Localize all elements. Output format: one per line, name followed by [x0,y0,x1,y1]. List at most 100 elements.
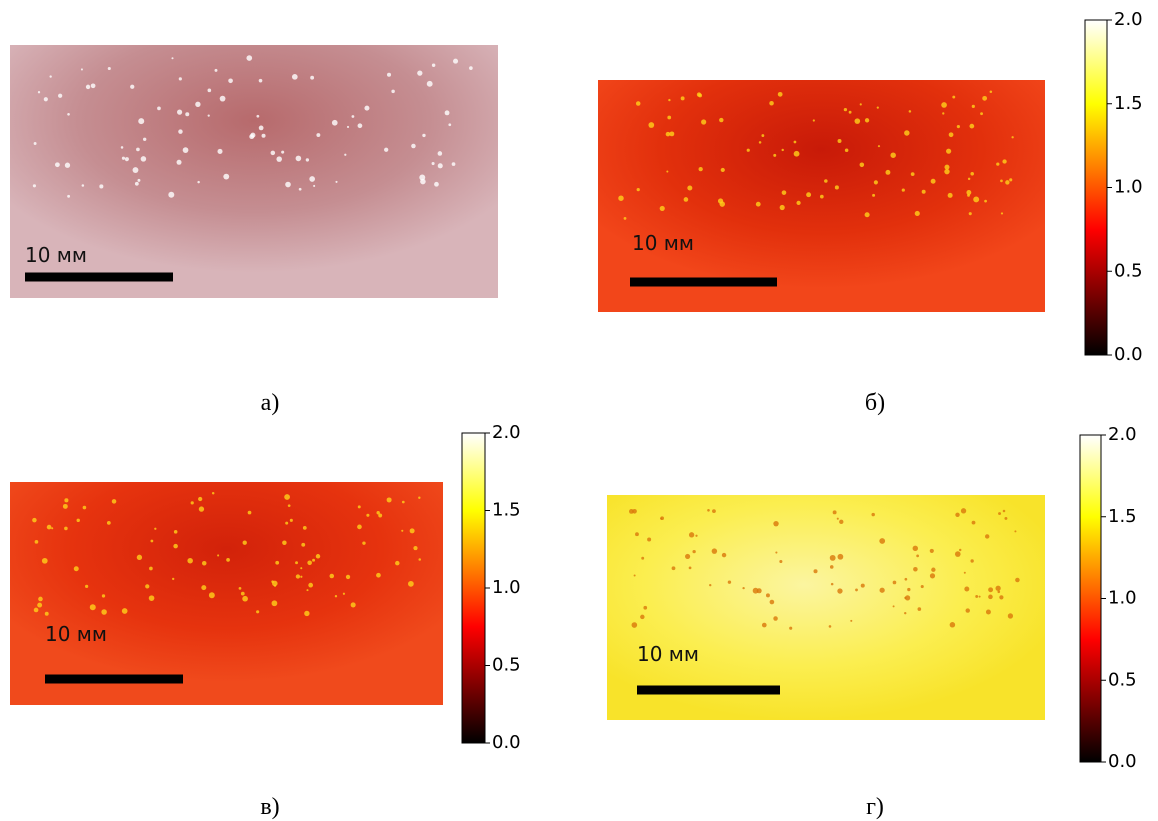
figure: 10 мма)10 ммб)0.00.51.01.52.010 ммв)0.00… [0,0,1158,821]
image-spot [709,584,711,586]
image-spot [838,554,844,560]
caption: в) [260,794,279,820]
image-spot [997,591,1000,594]
image-spot [81,68,83,70]
image-spot [220,96,226,102]
image-spot [643,606,647,610]
image-spot [157,107,161,111]
image-spot [358,123,363,128]
caption: б) [865,390,885,416]
scale-label: 10 мм [45,622,107,646]
image-spot [902,188,905,191]
image-spot [130,85,134,89]
image-spot [44,97,48,101]
image-spot [300,576,302,578]
image-spot [102,594,105,597]
image-spot [877,107,879,109]
image-spot [150,540,153,543]
image-spot [660,516,664,520]
image-spot [975,595,978,598]
colorbar [1080,435,1101,762]
image-spot [226,558,230,562]
image-spot [183,147,189,153]
image-spot [753,588,759,594]
image-spot [418,558,421,561]
image-spot [697,92,701,96]
image-spot [985,534,989,538]
image-spot [695,535,697,537]
image-spot [187,558,193,564]
image-spot [177,160,182,165]
image-spot [137,555,142,560]
image-spot [32,518,36,522]
image-spot [666,132,671,137]
image-spot [806,192,811,197]
image-spot [794,141,797,144]
image-spot [256,115,259,118]
image-spot [905,595,910,600]
image-spot [668,99,670,101]
image-spot [681,96,685,100]
image-spot [362,541,365,544]
image-spot [408,581,414,587]
colorbar-tick-label: 0.0 [492,732,521,753]
image-spot [300,567,302,569]
colorbar-tick-label: 0.5 [492,655,521,676]
image-spot [835,185,839,189]
image-spot [964,572,966,574]
image-spot [275,561,279,565]
image-spot [171,57,173,59]
image-spot [208,89,212,93]
image-spot [944,165,949,170]
image-spot [907,588,910,591]
colorbar-tick-label: 2.0 [492,422,521,443]
image-spot [770,600,775,605]
colorbar [1085,20,1107,355]
image-spot [316,554,320,558]
image-spot [957,125,960,128]
colorbar-tick-label: 1.5 [1114,93,1143,114]
colorbar-tick-label: 1.0 [1114,177,1143,198]
image-spot [1009,178,1012,181]
image-spot [756,202,761,207]
image-spot [829,625,832,628]
image [10,482,443,705]
image-spot [432,162,435,165]
image-spot [640,615,644,619]
image-spot [1014,530,1016,532]
image-spot [45,612,49,616]
image-spot [284,494,290,500]
image-spot [998,512,1001,515]
image-spot [701,119,706,124]
image-spot [747,149,750,152]
image-spot [259,126,264,131]
image-spot [775,551,777,553]
image-spot [722,553,726,557]
image-spot [885,170,890,175]
image-spot [766,593,770,597]
image-spot [296,156,302,162]
image-spot [880,588,885,593]
image-spot [272,600,278,606]
image-spot [303,526,307,530]
image-spot [922,190,926,194]
image-spot [759,141,762,144]
image-spot [309,176,315,182]
image-spot [742,587,744,589]
image-spot [312,559,315,562]
image-spot [63,504,68,509]
image-spot [990,91,993,94]
image-spot [215,69,218,72]
image-spot [149,567,153,571]
image-spot [666,171,668,173]
scale-label: 10 мм [632,231,694,255]
image-spot [83,506,87,510]
image-spot [47,525,52,530]
image-spot [285,182,291,188]
image-spot [838,139,842,143]
image-spot [849,111,852,114]
image-spot [306,589,308,591]
image-spot [358,505,361,508]
image-spot [931,179,936,184]
image-spot [212,492,214,494]
